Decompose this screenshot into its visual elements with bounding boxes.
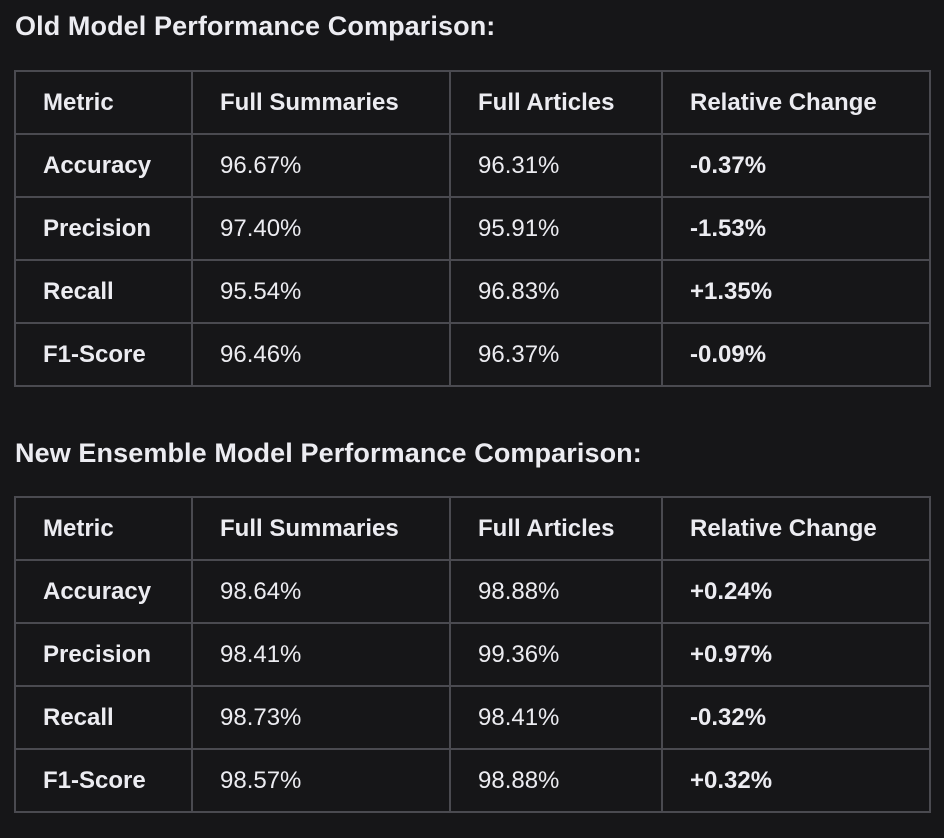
full-summaries-cell: 97.40% bbox=[191, 196, 451, 261]
full-summaries-cell: 98.64% bbox=[191, 559, 451, 624]
column-header-full-articles: Full Articles bbox=[449, 70, 663, 135]
relative-change-cell: -1.53% bbox=[661, 196, 931, 261]
full-articles-cell: 96.83% bbox=[449, 259, 663, 324]
metric-name-cell: Precision bbox=[14, 196, 193, 261]
full-summaries-cell: 98.41% bbox=[191, 622, 451, 687]
table-row: F1-Score 96.46% 96.37% -0.09% bbox=[14, 322, 931, 387]
table-row: Recall 98.73% 98.41% -0.32% bbox=[14, 685, 931, 750]
column-header-full-summaries: Full Summaries bbox=[191, 70, 451, 135]
metric-name-cell: F1-Score bbox=[14, 322, 193, 387]
relative-change-cell: +0.32% bbox=[661, 748, 931, 813]
full-articles-cell: 98.41% bbox=[449, 685, 663, 750]
metric-name-cell: Recall bbox=[14, 259, 193, 324]
relative-change-cell: +1.35% bbox=[661, 259, 931, 324]
column-header-full-articles: Full Articles bbox=[449, 496, 663, 561]
column-header-metric: Metric bbox=[14, 70, 193, 135]
metric-name-cell: F1-Score bbox=[14, 748, 193, 813]
metric-name-cell: Accuracy bbox=[14, 133, 193, 198]
relative-change-cell: -0.32% bbox=[661, 685, 931, 750]
column-header-relative-change: Relative Change bbox=[661, 70, 931, 135]
new-ensemble-model-heading: New Ensemble Model Performance Compariso… bbox=[15, 438, 642, 468]
full-articles-cell: 98.88% bbox=[449, 748, 663, 813]
metric-name-cell: Accuracy bbox=[14, 559, 193, 624]
metric-name-cell: Precision bbox=[14, 622, 193, 687]
table-row: Accuracy 98.64% 98.88% +0.24% bbox=[14, 559, 931, 624]
full-summaries-cell: 96.67% bbox=[191, 133, 451, 198]
full-articles-cell: 95.91% bbox=[449, 196, 663, 261]
full-summaries-cell: 96.46% bbox=[191, 322, 451, 387]
full-articles-cell: 99.36% bbox=[449, 622, 663, 687]
column-header-metric: Metric bbox=[14, 496, 193, 561]
full-articles-cell: 98.88% bbox=[449, 559, 663, 624]
old-model-heading: Old Model Performance Comparison: bbox=[15, 11, 496, 41]
full-summaries-cell: 98.57% bbox=[191, 748, 451, 813]
relative-change-cell: -0.09% bbox=[661, 322, 931, 387]
table-header-row: Metric Full Summaries Full Articles Rela… bbox=[14, 70, 931, 135]
table-row: Precision 98.41% 99.36% +0.97% bbox=[14, 622, 931, 687]
full-summaries-cell: 98.73% bbox=[191, 685, 451, 750]
relative-change-cell: +0.97% bbox=[661, 622, 931, 687]
column-header-full-summaries: Full Summaries bbox=[191, 496, 451, 561]
old-model-table: Metric Full Summaries Full Articles Rela… bbox=[14, 70, 931, 387]
table-header-row: Metric Full Summaries Full Articles Rela… bbox=[14, 496, 931, 561]
relative-change-cell: +0.24% bbox=[661, 559, 931, 624]
table-row: Accuracy 96.67% 96.31% -0.37% bbox=[14, 133, 931, 198]
table-row: F1-Score 98.57% 98.88% +0.32% bbox=[14, 748, 931, 813]
metric-name-cell: Recall bbox=[14, 685, 193, 750]
new-ensemble-model-table: Metric Full Summaries Full Articles Rela… bbox=[14, 496, 931, 813]
relative-change-cell: -0.37% bbox=[661, 133, 931, 198]
table-row: Precision 97.40% 95.91% -1.53% bbox=[14, 196, 931, 261]
full-articles-cell: 96.37% bbox=[449, 322, 663, 387]
table-row: Recall 95.54% 96.83% +1.35% bbox=[14, 259, 931, 324]
column-header-relative-change: Relative Change bbox=[661, 496, 931, 561]
full-articles-cell: 96.31% bbox=[449, 133, 663, 198]
full-summaries-cell: 95.54% bbox=[191, 259, 451, 324]
